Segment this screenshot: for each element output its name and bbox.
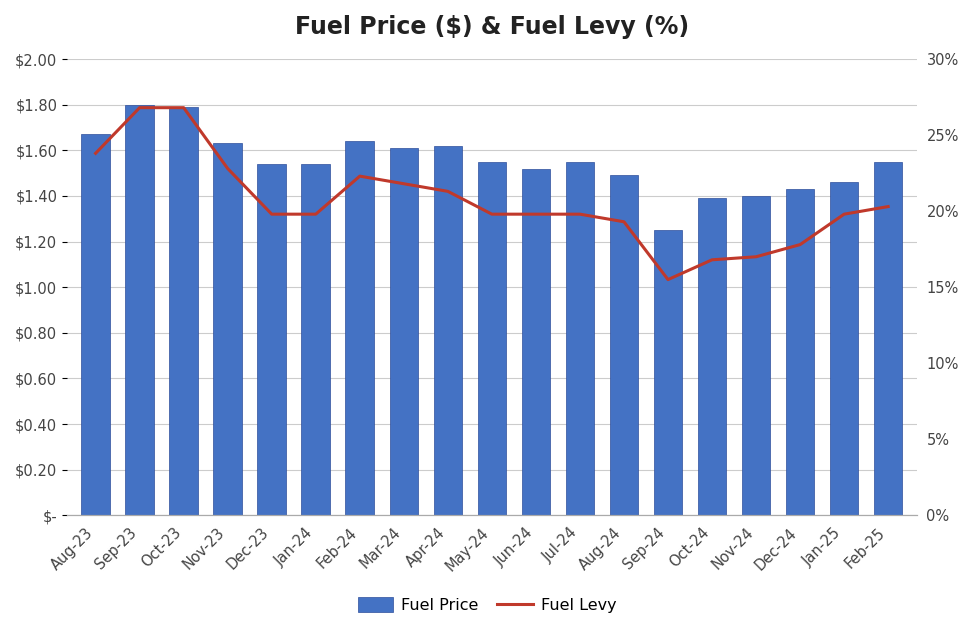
Bar <box>654 230 683 515</box>
Bar <box>390 148 418 515</box>
Bar <box>301 164 330 515</box>
Bar <box>433 146 462 515</box>
Bar <box>874 162 903 515</box>
Bar <box>169 107 198 515</box>
Bar <box>522 168 550 515</box>
Bar <box>346 141 374 515</box>
Bar <box>742 196 770 515</box>
Bar <box>566 162 594 515</box>
Bar <box>830 182 858 515</box>
Bar <box>81 134 110 515</box>
Bar <box>213 143 242 515</box>
Bar <box>697 198 727 515</box>
Bar <box>610 175 638 515</box>
Title: Fuel Price ($) & Fuel Levy (%): Fuel Price ($) & Fuel Levy (%) <box>295 15 689 39</box>
Legend: Fuel Price, Fuel Levy: Fuel Price, Fuel Levy <box>352 591 622 620</box>
Bar <box>257 164 286 515</box>
Bar <box>786 189 814 515</box>
Bar <box>477 162 506 515</box>
Bar <box>126 104 154 515</box>
